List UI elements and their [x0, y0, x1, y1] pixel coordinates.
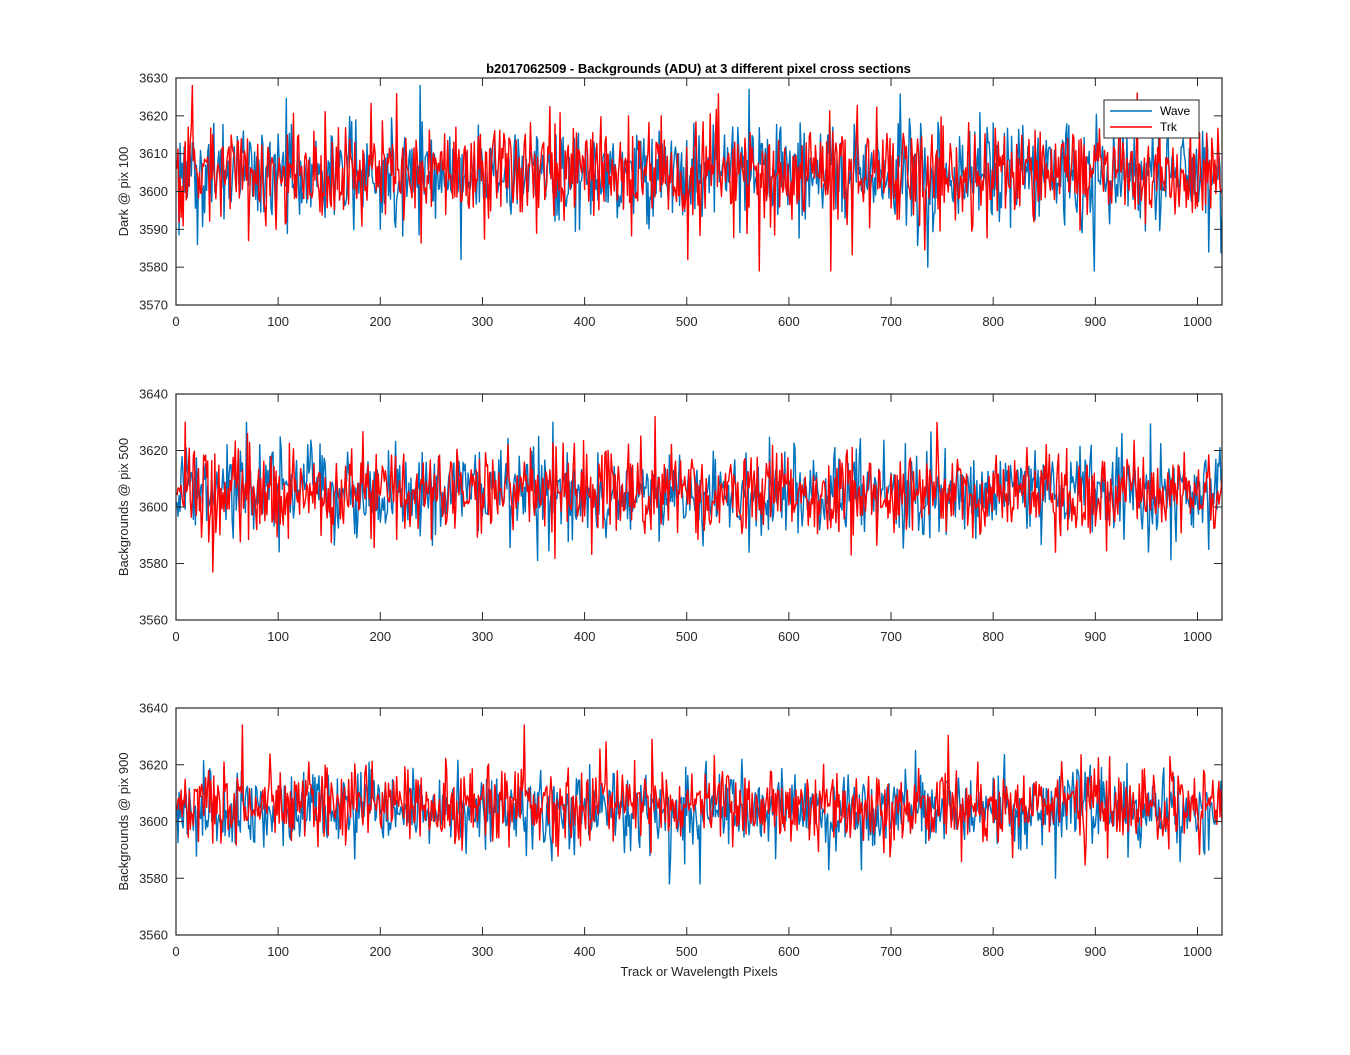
legend-box	[1103, 99, 1200, 139]
legend-label-wave: Wave	[1160, 104, 1191, 118]
y-tick-label: 3640	[139, 387, 168, 402]
x-tick-label: 600	[778, 629, 800, 644]
x-tick-label: 700	[880, 629, 902, 644]
y-axis-label: Backgrounds @ pix 500	[116, 438, 131, 576]
y-tick-label: 3600	[139, 500, 168, 515]
x-tick-label: 0	[172, 629, 179, 644]
x-tick-label: 900	[1084, 629, 1106, 644]
series-line-trk-panel-3	[176, 724, 1222, 866]
legend: Wave Trk	[1103, 99, 1200, 139]
series-line-trk-panel-2	[176, 415, 1222, 573]
x-tick-label: 800	[982, 944, 1004, 959]
y-tick-label: 3620	[139, 443, 168, 458]
x-tick-label: 100	[267, 629, 289, 644]
figure-title: b2017062509 - Backgrounds (ADU) at 3 dif…	[486, 61, 911, 76]
x-tick-label: 400	[574, 629, 596, 644]
x-tick-label: 800	[982, 629, 1004, 644]
y-axis-label: Backgrounds @ pix 900	[116, 752, 131, 890]
x-tick-label: 100	[267, 314, 289, 329]
y-tick-label: 3630	[139, 71, 168, 86]
y-tick-label: 3600	[139, 814, 168, 829]
x-tick-label: 200	[369, 314, 391, 329]
axes-box-panel-3	[175, 707, 1223, 936]
panel-3: 0 100 200 300 400 500 600 700 800 900 1000 3560 3580…	[116, 701, 1223, 979]
x-tick-label: 1000	[1183, 314, 1212, 329]
series-line-trk-panel-1	[176, 84, 1222, 272]
x-tick-label: 700	[880, 944, 902, 959]
y-tick-label: 3600	[139, 184, 168, 199]
y-axis-label: Dark @ pix 100	[116, 147, 131, 237]
y-tick-label: 3580	[139, 260, 168, 275]
x-tick-label: 900	[1084, 944, 1106, 959]
y-tick-label: 3620	[139, 757, 168, 772]
x-tick-label: 900	[1084, 314, 1106, 329]
x-axis-label: Track or Wavelength Pixels	[620, 964, 778, 979]
x-tick-label: 0	[172, 314, 179, 329]
y-tick-label: 3560	[139, 613, 168, 628]
x-tick-label: 700	[880, 314, 902, 329]
legend-label-trk: Trk	[1160, 120, 1178, 134]
y-tick-label: 3570	[139, 298, 168, 313]
x-tick-label: 400	[574, 314, 596, 329]
x-tick-label: 0	[172, 944, 179, 959]
x-tick-label: 400	[574, 944, 596, 959]
x-tick-label: 500	[676, 629, 698, 644]
panel-2: 0 100 200 300 400 500 600 700 800 900 1000 3560 3580…	[116, 387, 1223, 644]
x-tick-label: 1000	[1183, 629, 1212, 644]
x-tick-label: 800	[982, 314, 1004, 329]
y-tick-label: 3590	[139, 222, 168, 237]
y-tick-label: 3620	[139, 108, 168, 123]
series-line-wave-panel-3	[176, 749, 1222, 885]
x-tick-label: 500	[676, 314, 698, 329]
y-tick-label: 3560	[139, 928, 168, 943]
y-tick-label: 3640	[139, 701, 168, 716]
x-tick-label: 1000	[1183, 944, 1212, 959]
x-tick-label: 200	[369, 944, 391, 959]
x-tick-label: 300	[472, 629, 494, 644]
series-line-wave-panel-1	[176, 84, 1222, 272]
y-tick-label: 3580	[139, 871, 168, 886]
y-tick-label: 3610	[139, 146, 168, 161]
x-tick-label: 300	[472, 314, 494, 329]
x-tick-label: 600	[778, 944, 800, 959]
panel-1: 0 100 200 300 400 500 600 700 800 900 1000 3570 3580…	[116, 71, 1223, 329]
x-tick-label: 200	[369, 629, 391, 644]
x-tick-label: 100	[267, 944, 289, 959]
y-tick-label: 3580	[139, 556, 168, 571]
x-tick-label: 500	[676, 944, 698, 959]
x-tick-label: 300	[472, 944, 494, 959]
x-tick-label: 600	[778, 314, 800, 329]
